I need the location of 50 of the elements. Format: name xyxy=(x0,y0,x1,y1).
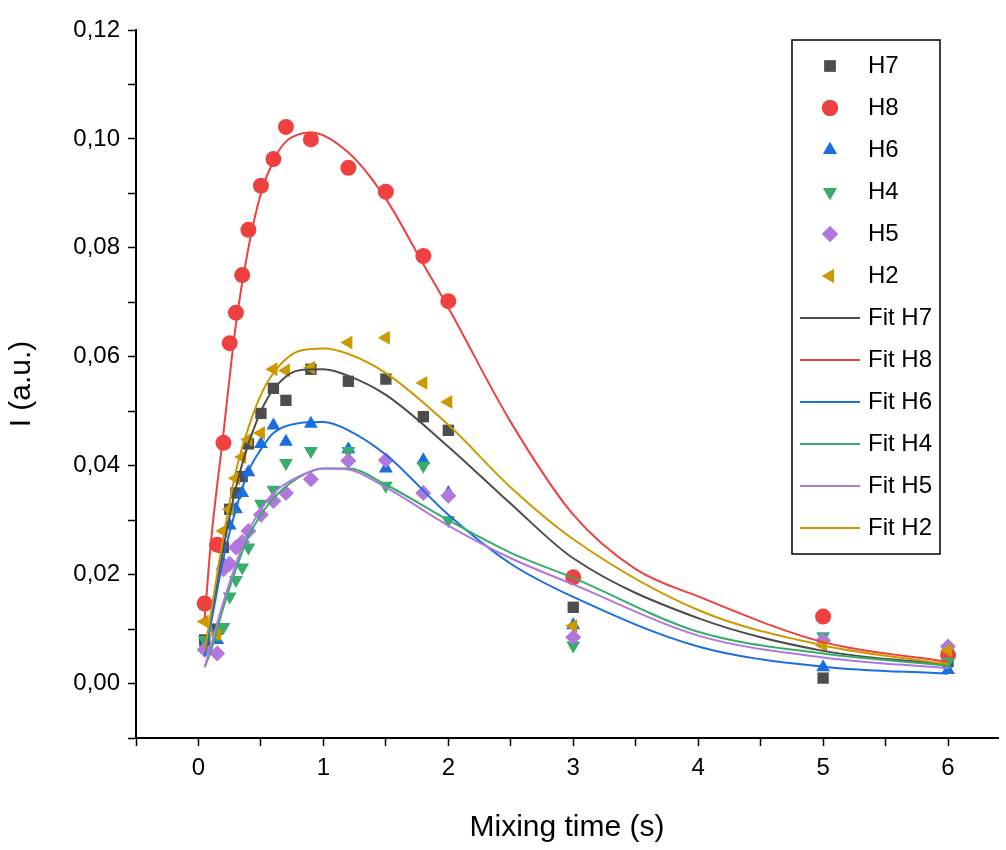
x-tick-label: 6 xyxy=(941,753,955,781)
point xyxy=(196,614,209,629)
y-tick-label: 0,10 xyxy=(73,123,120,151)
point xyxy=(440,487,457,504)
point xyxy=(567,601,579,613)
x-tick-label: 3 xyxy=(566,753,580,781)
x-tick-label: 5 xyxy=(816,753,830,781)
point xyxy=(302,131,319,148)
point xyxy=(278,458,293,471)
legend-label: H6 xyxy=(867,134,899,162)
y-tick-label: 0,00 xyxy=(73,668,120,696)
point xyxy=(209,645,226,662)
legend-label: H8 xyxy=(867,92,899,120)
point xyxy=(302,471,319,488)
x-axis-title: Mixing time (s) xyxy=(469,809,665,843)
legend-label: H7 xyxy=(867,50,899,78)
point xyxy=(266,417,281,430)
x-tick-label: 2 xyxy=(441,753,455,781)
point xyxy=(277,118,294,135)
y-tick-label: 0,02 xyxy=(73,559,120,587)
x-tick-label: 1 xyxy=(316,753,331,781)
point xyxy=(303,446,318,459)
y-tick-label: 0,12 xyxy=(73,14,120,42)
legend-label: Fit H8 xyxy=(867,344,933,372)
point xyxy=(815,608,832,625)
point xyxy=(940,643,953,658)
legend-label: Fit H5 xyxy=(867,470,933,498)
point xyxy=(817,672,829,684)
point xyxy=(340,335,353,350)
legend-label: Fit H7 xyxy=(867,302,933,330)
point xyxy=(340,452,357,469)
x-tick-label: 4 xyxy=(691,753,705,781)
legend-label: Fit H4 xyxy=(867,428,933,456)
y-tick-label: 0,04 xyxy=(73,450,120,478)
point xyxy=(280,394,292,406)
point xyxy=(565,629,582,646)
y-tick-label: 0,08 xyxy=(73,232,120,260)
point xyxy=(417,411,429,423)
legend-label: H2 xyxy=(867,260,899,288)
point xyxy=(340,159,357,176)
x-tick-label: 0 xyxy=(191,753,206,781)
point xyxy=(415,375,428,390)
legend-label: Fit H6 xyxy=(867,386,933,414)
y-tick-label: 0,06 xyxy=(73,341,120,369)
legend-label: H4 xyxy=(867,176,899,204)
y-axis-title: I (a.u.) xyxy=(3,340,37,428)
point xyxy=(416,461,431,474)
legend-label: Fit H2 xyxy=(867,512,933,540)
legend-label: H5 xyxy=(867,218,899,246)
point xyxy=(440,395,453,409)
